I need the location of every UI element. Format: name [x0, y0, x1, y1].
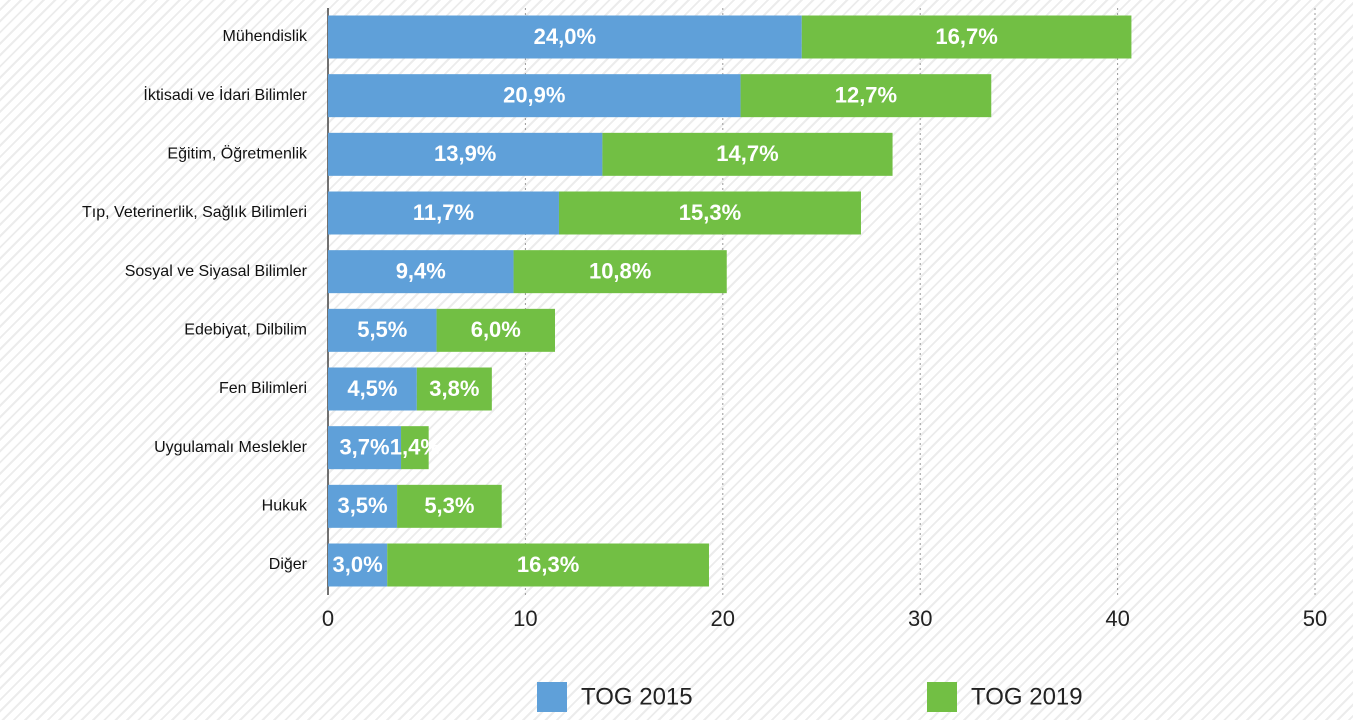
data-label: 9,4% [396, 258, 446, 283]
bar-segment [328, 308, 437, 352]
data-label: 1,4% [390, 434, 440, 459]
y-tick-label: Hukuk [262, 498, 308, 515]
data-label: 10,8% [589, 258, 651, 283]
x-tick-label: 40 [1105, 606, 1129, 631]
x-tick-label: 30 [908, 606, 932, 631]
bar-segment [558, 191, 861, 235]
data-label: 5,3% [424, 493, 474, 518]
x-tick-label: 10 [513, 606, 537, 631]
bar-segment [801, 15, 1132, 59]
x-tick-label: 20 [711, 606, 735, 631]
bar-segment [401, 426, 429, 470]
y-tick-label: Uygulamalı Meslekler [154, 439, 308, 456]
y-tick-label: Sosyal ve Siyasal Bilimler [125, 263, 308, 280]
bar-segment [436, 308, 556, 352]
data-label: 16,7% [935, 24, 997, 49]
data-label: 3,7% [339, 434, 389, 459]
bar-segment [328, 15, 802, 59]
legend-swatch [537, 682, 567, 712]
x-tick-label: 0 [322, 606, 334, 631]
y-tick-label: Mühendislik [223, 28, 308, 45]
y-tick-label: Fen Bilimleri [219, 380, 307, 397]
data-label: 14,7% [716, 141, 778, 166]
bar-segment [513, 250, 727, 294]
bar-segment [397, 484, 502, 528]
data-label: 3,0% [333, 552, 383, 577]
x-tick-label: 50 [1303, 606, 1327, 631]
data-label: 3,5% [337, 493, 387, 518]
data-label: 13,9% [434, 141, 496, 166]
y-tick-label: Tıp, Veterinerlik, Sağlık Bilimleri [82, 204, 307, 221]
bar-segment [328, 250, 514, 294]
bar-segment [328, 132, 603, 176]
y-tick-label: Eğitim, Öğretmenlik [167, 145, 308, 163]
y-tick-label: Edebiyat, Dilbilim [184, 322, 307, 339]
data-label: 11,7% [413, 200, 474, 225]
legend-label: TOG 2015 [581, 683, 693, 710]
y-tick-label: Diğer [269, 556, 308, 573]
data-label: 12,7% [835, 82, 897, 107]
data-label: 4,5% [347, 376, 397, 401]
bar-segment [328, 74, 741, 118]
bar-segment [416, 367, 492, 411]
data-label: 15,3% [679, 200, 741, 225]
bar-segment [328, 426, 402, 470]
data-label: 5,5% [357, 317, 407, 342]
data-label: 24,0% [534, 24, 596, 49]
bar-segment [328, 367, 417, 411]
bar-segment [602, 132, 893, 176]
bar-segment [387, 543, 709, 587]
bar-segment [328, 543, 388, 587]
bar-segment [740, 74, 992, 118]
data-label: 20,9% [503, 82, 565, 107]
bar-segment [328, 484, 398, 528]
bar-segment [328, 191, 559, 235]
y-tick-label: İktisadi ve İdari Bilimler [143, 85, 307, 104]
legend-label: TOG 2019 [971, 683, 1083, 710]
data-label: 3,8% [429, 376, 479, 401]
legend-swatch [927, 682, 957, 712]
data-label: 6,0% [471, 317, 521, 342]
data-label: 16,3% [517, 552, 579, 577]
